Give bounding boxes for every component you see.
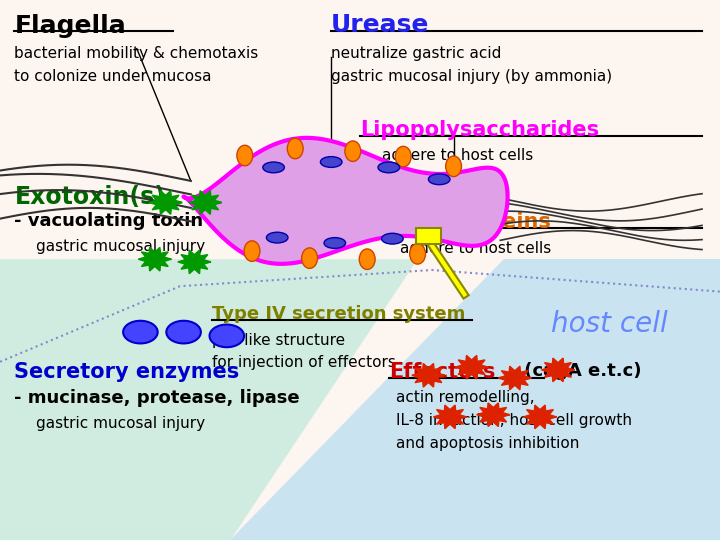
Text: Secretory enzymes: Secretory enzymes (14, 362, 240, 382)
Ellipse shape (359, 249, 375, 269)
Text: Effectors: Effectors (389, 362, 495, 382)
Ellipse shape (428, 174, 450, 185)
Polygon shape (189, 191, 222, 214)
Polygon shape (412, 363, 445, 387)
Text: Type IV secretion system: Type IV secretion system (212, 305, 466, 323)
Polygon shape (523, 405, 557, 429)
Ellipse shape (237, 145, 253, 166)
Text: gastric mucosal injury: gastric mucosal injury (36, 239, 205, 254)
Ellipse shape (382, 233, 403, 244)
Polygon shape (178, 250, 211, 274)
Ellipse shape (263, 162, 284, 173)
Polygon shape (138, 247, 171, 271)
Text: Outer proteins: Outer proteins (378, 212, 551, 232)
Text: host cell: host cell (551, 310, 667, 339)
Text: (cagA e.t.c): (cagA e.t.c) (518, 362, 642, 380)
FancyBboxPatch shape (416, 228, 441, 244)
Text: IL-8 induction, host cell growth: IL-8 induction, host cell growth (396, 413, 632, 428)
Text: for injection of effectors: for injection of effectors (212, 355, 396, 370)
Ellipse shape (123, 321, 158, 343)
Text: to colonize under mucosa: to colonize under mucosa (14, 69, 212, 84)
Polygon shape (149, 191, 182, 214)
Text: - vacuolating toxin (vacA): - vacuolating toxin (vacA) (14, 212, 274, 230)
Text: actin remodelling,: actin remodelling, (396, 390, 535, 405)
Ellipse shape (166, 321, 201, 343)
Text: adhere to host cells: adhere to host cells (382, 148, 533, 164)
Ellipse shape (446, 156, 462, 177)
Text: bacterial mobility & chemotaxis: bacterial mobility & chemotaxis (14, 46, 258, 61)
Ellipse shape (287, 138, 303, 159)
Polygon shape (433, 405, 467, 429)
Text: gastric mucosal injury: gastric mucosal injury (36, 416, 205, 431)
Ellipse shape (244, 241, 260, 261)
Text: neutralize gastric acid: neutralize gastric acid (331, 46, 502, 61)
Text: inflammation: inflammation (382, 171, 483, 186)
Ellipse shape (302, 248, 318, 268)
Text: Exotoxin(s): Exotoxin(s) (14, 185, 166, 208)
Ellipse shape (410, 244, 426, 264)
Polygon shape (498, 366, 531, 390)
Text: Flagella: Flagella (14, 14, 126, 37)
Ellipse shape (378, 162, 400, 173)
Polygon shape (230, 259, 720, 540)
Text: and apoptosis inhibition: and apoptosis inhibition (396, 436, 580, 451)
Polygon shape (0, 259, 418, 540)
Text: pilli-like structure: pilli-like structure (212, 333, 346, 348)
Ellipse shape (266, 232, 288, 243)
Text: Urease: Urease (331, 14, 430, 37)
Polygon shape (541, 358, 575, 382)
Text: gastric mucosal injury (by ammonia): gastric mucosal injury (by ammonia) (331, 69, 612, 84)
Ellipse shape (345, 141, 361, 161)
Ellipse shape (210, 325, 244, 347)
Text: adhere to host cells: adhere to host cells (400, 241, 551, 256)
Text: Lipopolysaccharides: Lipopolysaccharides (360, 120, 599, 140)
Polygon shape (455, 355, 488, 379)
Ellipse shape (395, 146, 411, 167)
Ellipse shape (320, 157, 342, 167)
Ellipse shape (324, 238, 346, 248)
Polygon shape (477, 403, 510, 427)
Polygon shape (184, 138, 508, 264)
Text: - mucinase, protease, lipase: - mucinase, protease, lipase (14, 389, 300, 407)
